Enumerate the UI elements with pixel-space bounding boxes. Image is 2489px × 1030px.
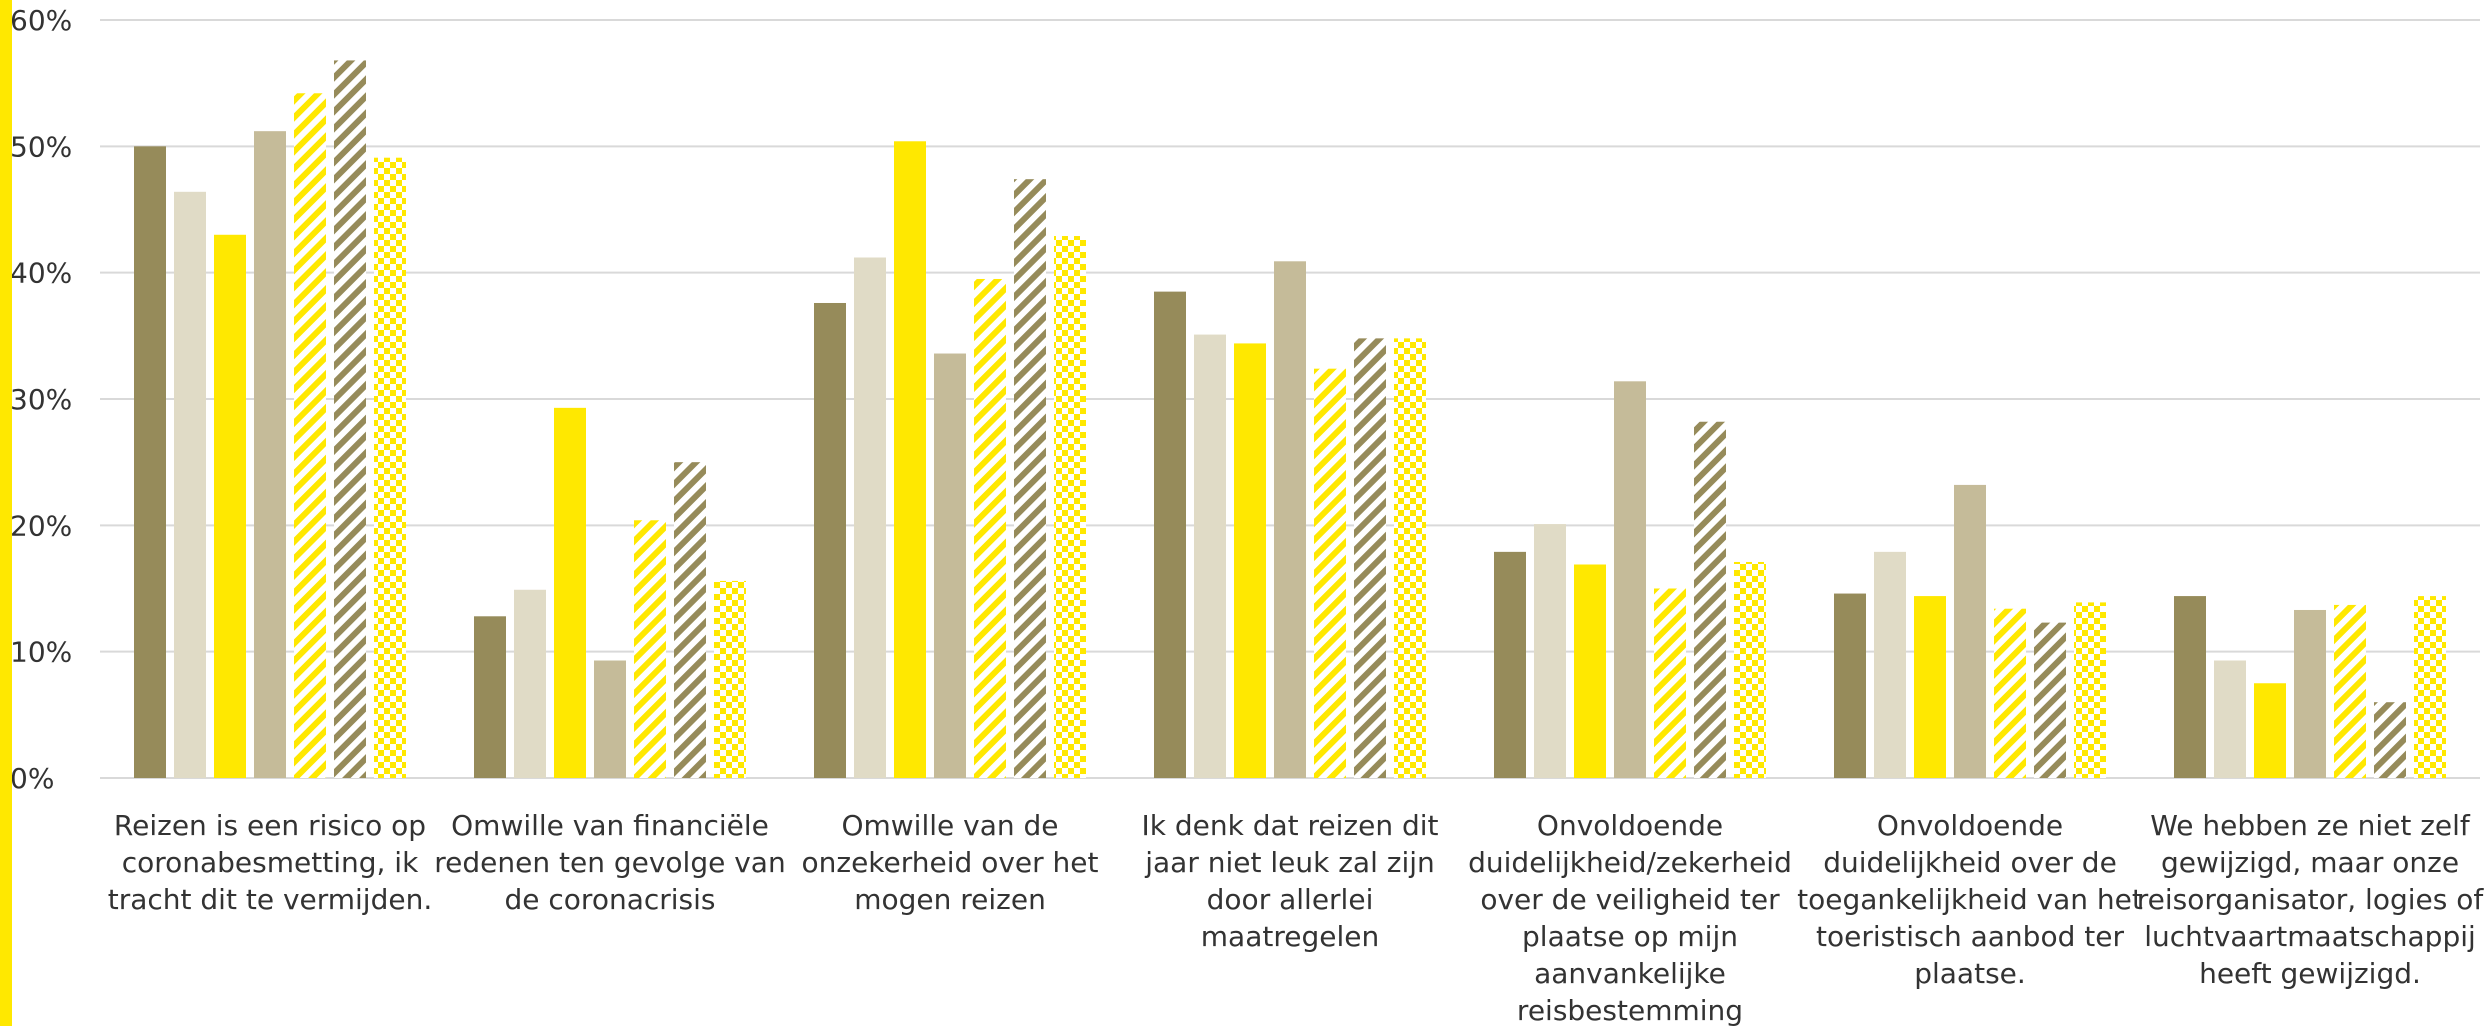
bar — [514, 589, 546, 778]
bar — [374, 157, 406, 778]
bar — [714, 580, 746, 778]
bar — [474, 616, 506, 778]
bar — [2174, 596, 2206, 778]
bar — [1834, 593, 1866, 778]
y-tick-label: 40% — [10, 257, 72, 290]
x-category-label: Onvoldoende duidelijkheid/zekerheid over d… — [1468, 809, 1792, 1026]
x-axis-labels: Reizen is een risico op coronabesmetting,… — [108, 809, 2485, 1027]
bar — [1874, 551, 1906, 778]
bar — [1054, 236, 1086, 778]
bar — [1694, 421, 1726, 778]
bar — [1614, 381, 1646, 778]
bar — [854, 257, 886, 778]
bar — [1274, 261, 1306, 779]
bar — [594, 660, 626, 778]
x-category-label: We hebben ze niet zelf gewijzigd, maar on… — [2137, 809, 2485, 990]
bar — [1954, 484, 1986, 778]
bar — [2074, 602, 2106, 778]
x-category-label: Ik denk dat reizen dit jaar niet leuk zal… — [1141, 809, 1438, 953]
bar — [2414, 596, 2446, 778]
bar — [2294, 609, 2326, 778]
bar — [554, 407, 586, 778]
y-axis: 0% 10% 20% 30% 40% 50% 60% — [10, 4, 72, 795]
bar — [1354, 338, 1386, 778]
bar — [2334, 604, 2366, 778]
bar — [1734, 561, 1766, 778]
bar — [334, 60, 366, 779]
bar — [1654, 588, 1686, 778]
bar — [134, 146, 166, 779]
bar — [2374, 702, 2406, 778]
bar — [254, 131, 286, 778]
y-tick-label: 0% — [10, 762, 54, 795]
x-category-label: Omwille van financiële redenen ten gevolg… — [434, 809, 785, 916]
y-tick-label: 10% — [10, 636, 72, 669]
y-tick-label: 30% — [10, 383, 72, 416]
bar — [1154, 291, 1186, 778]
bar — [1494, 551, 1526, 778]
left-accent-bar — [0, 0, 12, 1026]
bar — [1534, 524, 1566, 778]
bar — [634, 520, 666, 778]
x-category-label: Onvoldoende duidelijkheid over de toeganke… — [1797, 809, 2143, 990]
bar — [1914, 596, 1946, 778]
bar — [894, 141, 926, 778]
bar — [1574, 564, 1606, 778]
bar — [2254, 683, 2286, 778]
bar — [1014, 179, 1046, 778]
bar — [1994, 608, 2026, 778]
y-tick-label: 20% — [10, 509, 72, 542]
bars — [134, 60, 2446, 779]
x-category-label: Omwille van de onzekerheid over het mogen … — [802, 809, 1099, 916]
y-tick-label: 50% — [10, 130, 72, 163]
bar — [1394, 338, 1426, 778]
bar — [2214, 660, 2246, 778]
bar — [2034, 622, 2066, 778]
x-category-label: Reizen is een risico op coronabesmetting,… — [108, 809, 433, 916]
bar — [174, 191, 206, 778]
bar — [934, 353, 966, 778]
bar — [814, 302, 846, 778]
bar — [674, 462, 706, 778]
bar — [214, 234, 246, 778]
bar — [1234, 343, 1266, 778]
bar — [1194, 334, 1226, 778]
bar — [1314, 368, 1346, 778]
bar — [974, 278, 1006, 778]
y-tick-label: 60% — [10, 4, 72, 37]
bar — [294, 93, 326, 779]
